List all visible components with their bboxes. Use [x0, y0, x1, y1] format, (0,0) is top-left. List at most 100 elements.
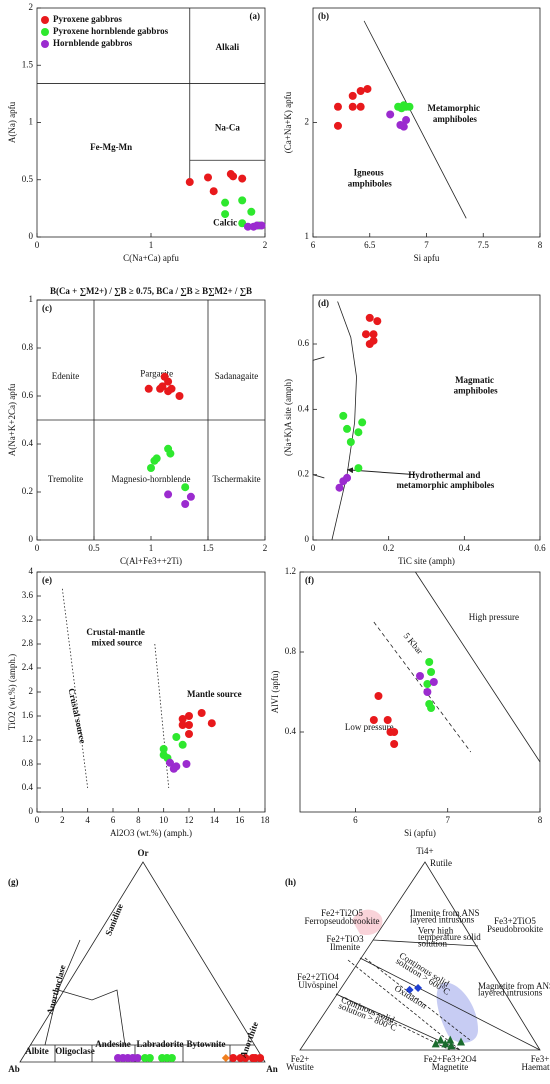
field-label: Magnesio-hornblende	[112, 474, 191, 484]
data-point	[181, 500, 190, 508]
x-tick-label: 16	[235, 815, 245, 825]
x-axis-label: C(Al+Fe3++2Ti)	[120, 556, 182, 566]
x-axis-label: Al2O3 (wt.%) (amph.)	[110, 828, 192, 838]
data-point	[354, 428, 363, 437]
data-point	[446, 1035, 455, 1044]
field-label: Mantle source	[187, 689, 242, 699]
y-tick-label: 1	[305, 231, 310, 241]
field-label: Edenite	[52, 371, 80, 381]
field-label: Metamorphic amphiboles	[428, 103, 483, 124]
panel-label: (b)	[318, 11, 329, 21]
field-label: Crustal source	[66, 687, 87, 744]
panel-label: (a)	[250, 11, 261, 21]
x-tick-label: 2	[263, 240, 268, 250]
y-tick-label: 0.2	[298, 469, 309, 479]
data-point	[405, 985, 414, 994]
y-tick-label: 2	[29, 686, 34, 696]
data-point	[436, 1035, 445, 1044]
data-point	[427, 668, 436, 676]
field-label: High pressure	[469, 612, 519, 622]
ternary-label: Very high temperature solid solution	[418, 926, 483, 949]
data-point	[402, 116, 411, 125]
data-point	[247, 207, 256, 216]
data-point	[243, 222, 252, 231]
data-point	[221, 210, 230, 219]
x-axis-label: Si apfu	[414, 253, 440, 263]
magnetite-field	[436, 982, 478, 1043]
data-point	[172, 762, 181, 771]
x-tick-label: 0	[35, 815, 40, 825]
data-point	[356, 87, 365, 96]
ternary-label: Fe2+Ti2O5	[321, 908, 363, 918]
field-boundary	[331, 301, 357, 541]
data-point	[447, 1041, 456, 1050]
ternary-label: Ilmenite	[330, 942, 360, 952]
panel-label: (h)	[285, 877, 296, 887]
data-point	[229, 1054, 238, 1062]
data-point	[178, 715, 187, 723]
data-point	[221, 198, 230, 207]
x-tick-label: 6	[111, 815, 116, 825]
ternary-label: An	[266, 1064, 278, 1074]
ternary-label: Ulvöspinel	[298, 980, 338, 990]
x-tick-label: 8	[538, 815, 543, 825]
ternary-label: Or	[138, 848, 149, 858]
data-point	[369, 336, 378, 345]
y-tick-label: 0.5	[22, 174, 34, 184]
field-label: Hydrothermal and metamorphic amphiboles	[397, 470, 495, 490]
data-point	[361, 330, 370, 339]
field-boundary	[373, 621, 472, 753]
ternary-label: Oligoclase	[55, 1046, 95, 1056]
x-tick-label: 6	[353, 815, 358, 825]
y-tick-label: 0.8	[22, 758, 34, 768]
data-point	[164, 377, 173, 386]
ternary-label: Sanidine	[103, 902, 125, 937]
y-tick-label: 1	[29, 117, 34, 127]
legend-label: Hornblende gabbros	[53, 38, 133, 48]
field-label: Alkali	[216, 42, 240, 52]
data-point	[207, 719, 216, 728]
ternary-label: Fe2+Fe3+2O4	[424, 1054, 477, 1064]
plot-frame	[312, 294, 541, 541]
y-tick-label: 1.5	[22, 59, 34, 69]
y-tick-label: 0	[29, 231, 34, 241]
ternary-label: Fe2+TiO3	[326, 934, 364, 944]
data-point	[333, 121, 342, 130]
x-axis-label: C(Na+Ca) apfu	[123, 253, 179, 263]
ternary-label: Ab	[8, 1064, 20, 1074]
ternary-label: Pseudobrookite	[487, 924, 543, 934]
y-tick-label: 2	[29, 2, 34, 12]
y-tick-label: 0.4	[22, 438, 34, 448]
data-point	[209, 187, 218, 196]
field-label: Na-Ca	[215, 122, 240, 132]
y-tick-label: 0.4	[298, 403, 310, 413]
data-point	[178, 721, 187, 729]
field-label: Low pressure	[345, 722, 394, 732]
data-point	[182, 760, 191, 768]
field-boundary	[363, 20, 467, 219]
y-tick-label: 2	[305, 117, 310, 127]
x-tick-label: 12	[185, 815, 194, 825]
x-tick-label: 14	[210, 815, 220, 825]
field-boundary	[44, 989, 126, 1046]
field-label: Magmatic amphiboles	[454, 375, 499, 396]
data-point	[339, 411, 348, 420]
field-boundary	[359, 957, 541, 1051]
data-point	[178, 740, 187, 749]
data-point	[423, 688, 432, 696]
ternary-label: Fe2+2TiO4	[297, 972, 339, 982]
x-tick-label: 0.2	[383, 543, 394, 553]
data-point	[204, 173, 212, 182]
ternary-label: Andesine	[95, 1039, 131, 1049]
data-point	[399, 122, 408, 131]
x-tick-label: 0.5	[88, 543, 100, 553]
data-point	[166, 449, 175, 458]
plot-frame	[312, 7, 541, 238]
data-point	[390, 728, 399, 736]
x-tick-label: 1	[149, 240, 154, 250]
ternary-label: Fe3+	[531, 1054, 550, 1064]
data-point	[354, 464, 363, 473]
data-point	[425, 658, 434, 666]
y-tick-label: 0.8	[285, 646, 297, 656]
panel-label: (g)	[8, 877, 19, 887]
